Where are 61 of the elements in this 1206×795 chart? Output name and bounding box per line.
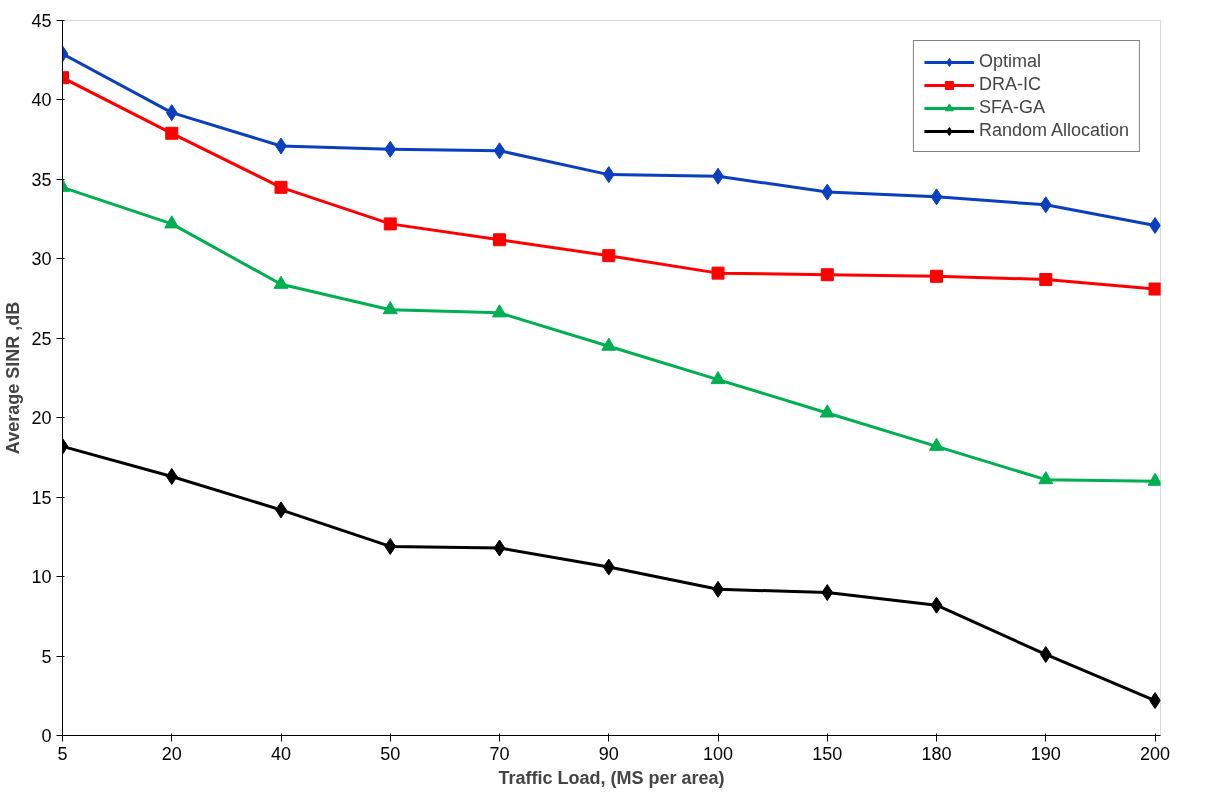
x-tick-label: 150 xyxy=(812,743,843,764)
x-tick-label: 190 xyxy=(1030,743,1061,764)
x-tick-label: 200 xyxy=(1140,743,1171,764)
point xyxy=(492,304,508,318)
point xyxy=(493,233,507,247)
x-tick-label: 90 xyxy=(598,743,619,764)
point xyxy=(493,539,506,557)
point xyxy=(493,142,506,160)
point xyxy=(165,468,178,486)
x-tick-label: 5 xyxy=(57,743,68,764)
point xyxy=(929,437,945,451)
point xyxy=(821,183,834,201)
y-tick-label: 40 xyxy=(31,90,52,111)
point xyxy=(930,269,944,283)
point xyxy=(1039,272,1053,286)
y-axis-title: Average SINR ,dB xyxy=(3,301,24,455)
y-tick-label: 45 xyxy=(31,11,52,31)
legend-label: Random Allocation xyxy=(978,120,1129,141)
point xyxy=(602,558,615,576)
point xyxy=(164,215,180,229)
legend-label: SFA-GA xyxy=(978,97,1045,118)
point xyxy=(1147,472,1161,486)
x-tick-label: 100 xyxy=(703,743,734,764)
point xyxy=(710,371,726,385)
point xyxy=(384,537,397,555)
y-tick-label: 25 xyxy=(31,328,52,349)
point xyxy=(711,266,725,280)
x-tick-label: 50 xyxy=(380,743,401,764)
y-tick-label: 10 xyxy=(31,567,52,588)
point xyxy=(821,584,834,601)
point xyxy=(930,188,943,206)
point xyxy=(602,249,616,263)
y-tick-label: 15 xyxy=(31,487,52,508)
y-tick-label: 30 xyxy=(31,249,52,270)
point xyxy=(165,126,179,140)
y-tick-label: 5 xyxy=(41,646,52,667)
x-axis-title: Traffic Load, (MS per area) xyxy=(498,767,725,788)
point xyxy=(1148,282,1161,296)
x-tick-label: 180 xyxy=(921,743,952,764)
legend-label: Optimal xyxy=(978,51,1041,72)
point xyxy=(601,337,617,351)
x-tick-label: 40 xyxy=(271,743,292,764)
point xyxy=(602,166,615,184)
point xyxy=(1039,196,1052,214)
x-tick-label: 20 xyxy=(161,743,182,764)
point xyxy=(165,104,178,122)
legend-label: DRA-IC xyxy=(978,74,1041,95)
y-tick-label: 35 xyxy=(31,169,52,190)
point xyxy=(274,180,288,194)
x-tick-label: 70 xyxy=(489,743,510,764)
point xyxy=(383,217,397,231)
y-tick-label: 20 xyxy=(31,408,52,429)
point xyxy=(384,140,397,158)
y-tick-label: 0 xyxy=(41,726,52,746)
point xyxy=(1038,471,1054,485)
point xyxy=(820,268,834,282)
point xyxy=(819,404,835,418)
point xyxy=(930,596,943,614)
point xyxy=(273,275,289,289)
point xyxy=(382,301,398,315)
point xyxy=(1039,645,1052,663)
